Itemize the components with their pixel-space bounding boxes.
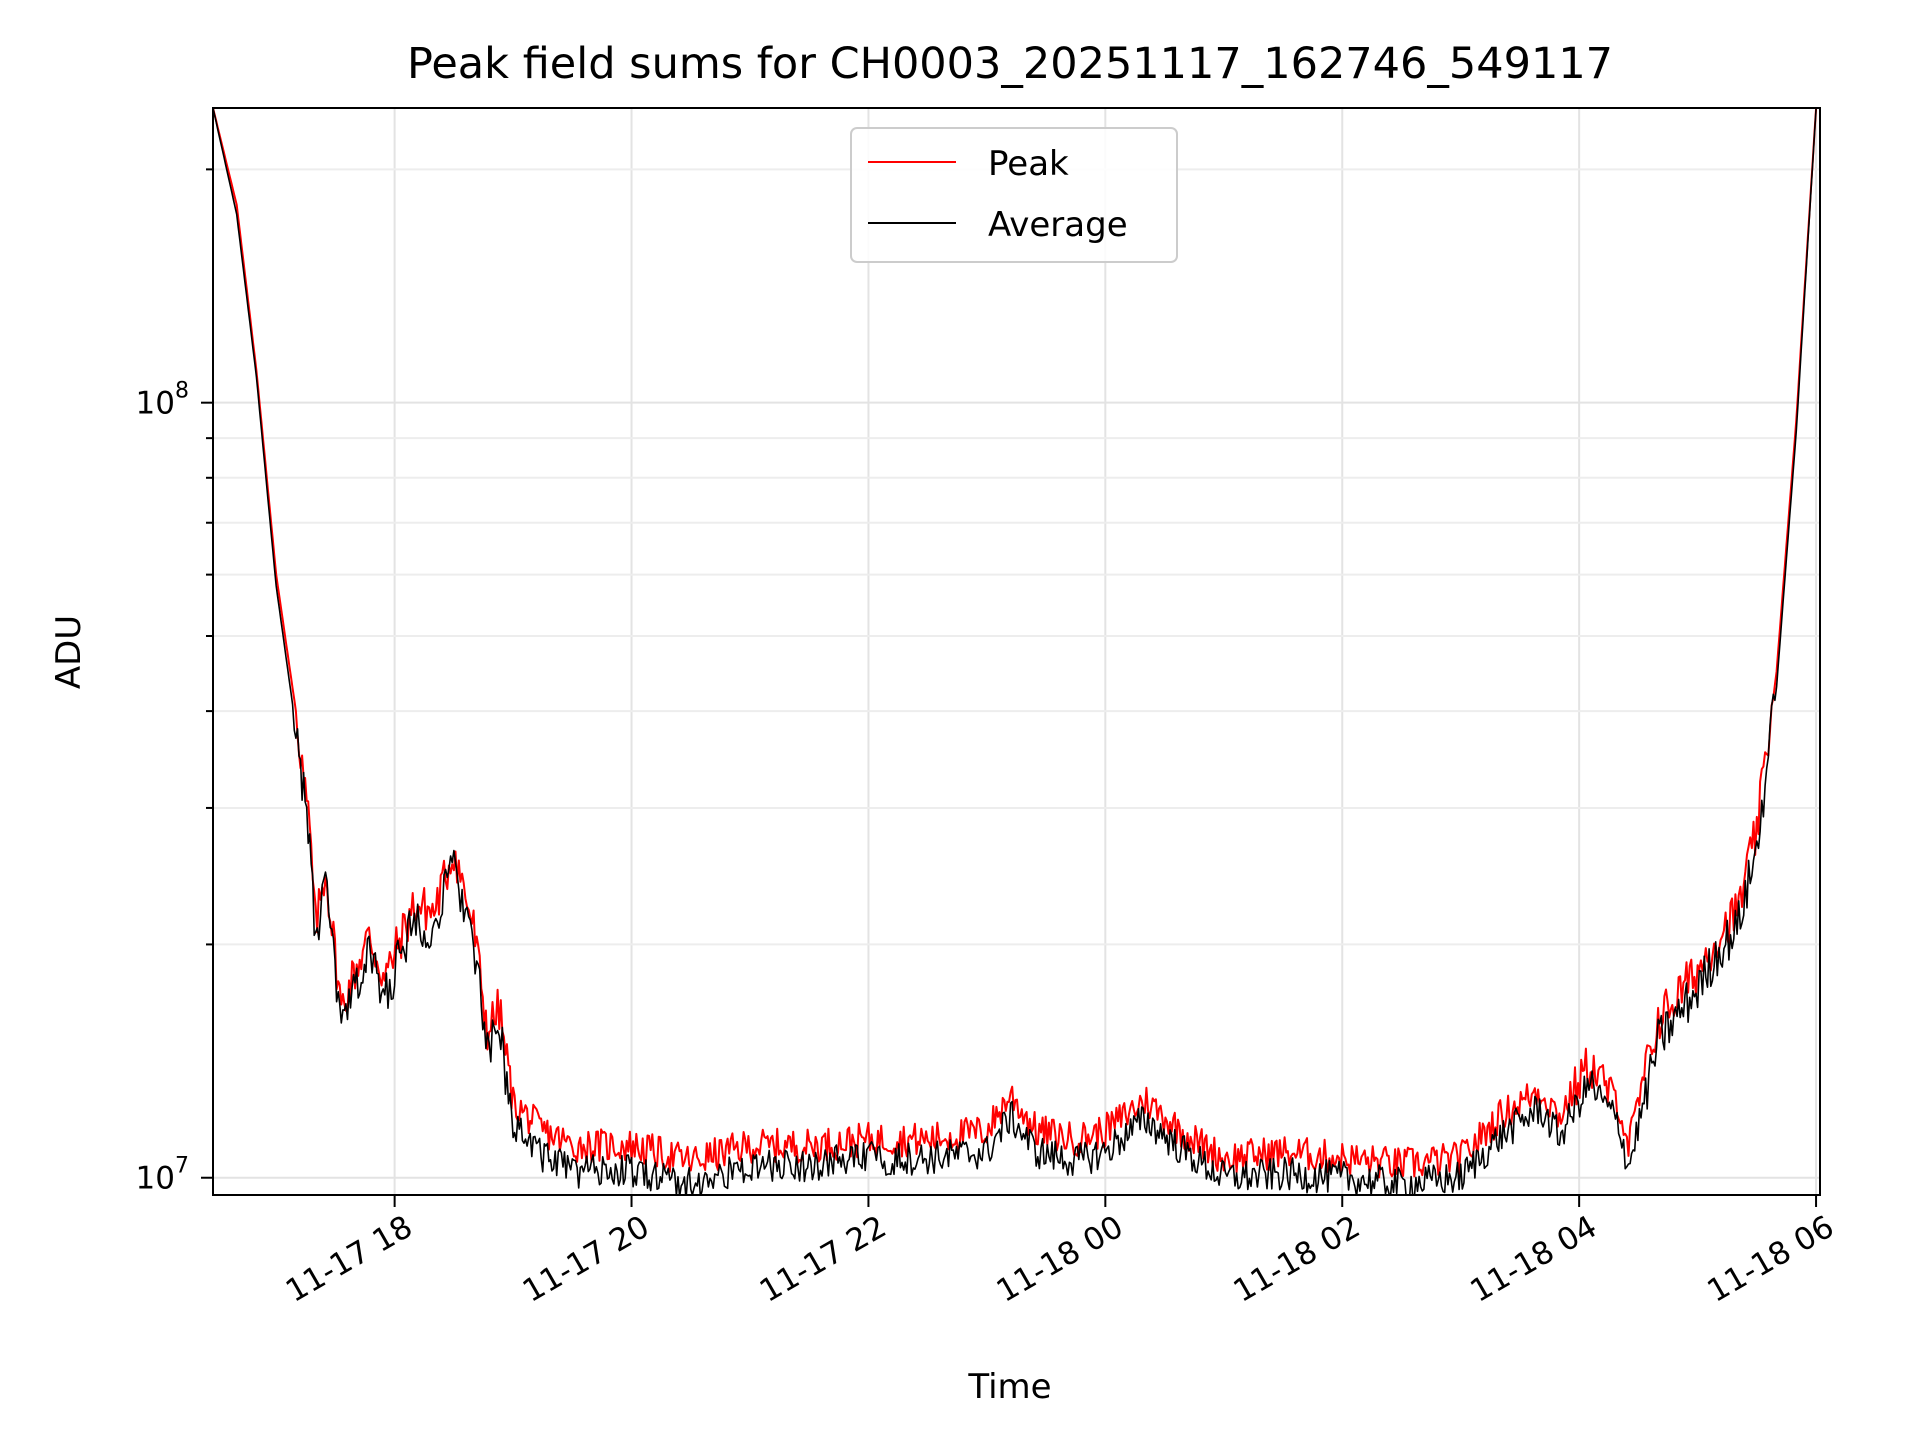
y-axis-label: ADU: [49, 615, 89, 689]
plot-clip-group: [213, 108, 1818, 1195]
legend-label-average: Average: [988, 205, 1128, 245]
series-line-average: [213, 108, 1817, 1195]
y-axis: 107 108: [136, 168, 213, 1197]
series-layer: [213, 108, 1818, 1195]
legend: Peak Average: [850, 127, 1178, 263]
plot-frame: [212, 107, 1821, 1196]
grid: [213, 108, 1820, 1195]
x-axis-label: Time: [967, 1367, 1051, 1407]
y-tick-label: 107: [136, 1154, 189, 1197]
legend-label-peak: Peak: [988, 144, 1069, 184]
y-tick-label: 108: [136, 379, 189, 422]
chart-title: Peak field sums for CH0003_20251117_1627…: [407, 39, 1613, 89]
